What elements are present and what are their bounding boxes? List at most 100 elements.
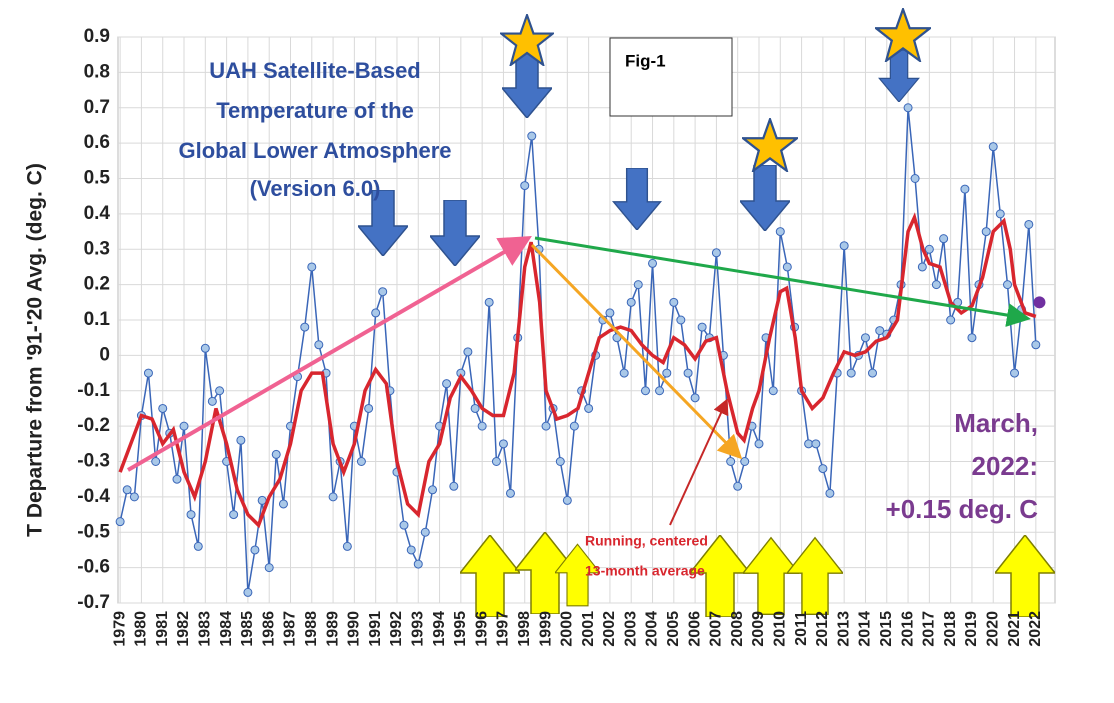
x-tick-label: 1995	[452, 611, 469, 647]
data-point	[342, 541, 352, 551]
x-tick-label: 2021	[1006, 611, 1023, 647]
x-tick-label: 2005	[665, 611, 682, 647]
title-line: UAH Satellite-Based	[209, 58, 421, 83]
x-tick-label: 1985	[239, 611, 256, 647]
trend-arrow	[530, 243, 743, 460]
y-tick-label: 0.1	[84, 309, 111, 330]
data-point	[988, 142, 998, 152]
x-tick-label: 1992	[388, 611, 405, 647]
data-point	[463, 347, 473, 357]
data-point	[186, 510, 196, 520]
data-point	[676, 315, 686, 325]
data-point	[697, 322, 707, 332]
x-tick-label: 2013	[835, 611, 852, 647]
x-tick-label: 1998	[516, 611, 533, 647]
x-tick-label: 1996	[473, 611, 490, 647]
data-point	[179, 421, 189, 431]
data-point	[562, 495, 572, 505]
data-point	[924, 244, 934, 254]
x-tick-label: 1997	[495, 611, 512, 647]
y-tick-label: 0	[99, 344, 110, 365]
x-tick-label: 1979	[111, 611, 128, 647]
y-tick-label: -0.4	[77, 486, 110, 507]
data-point	[690, 393, 700, 403]
annotation-line: March,	[954, 408, 1038, 438]
x-tick-label: 2018	[942, 611, 959, 647]
data-point	[207, 396, 217, 406]
x-tick-label: 2008	[729, 611, 746, 647]
x-tick-label: 2022	[1027, 611, 1044, 647]
trend-arrow	[534, 236, 1031, 327]
y-tick-label: -0.3	[77, 451, 110, 472]
data-point	[846, 368, 856, 378]
data-point	[555, 457, 565, 466]
title-block: UAH Satellite-Based Temperature of the G…	[178, 58, 451, 201]
y-tick-label: 0.7	[84, 97, 110, 118]
x-tick-label: 2000	[559, 611, 576, 647]
data-point	[917, 262, 927, 272]
data-point	[967, 333, 977, 343]
data-point	[215, 386, 225, 396]
x-tick-label: 1990	[346, 611, 363, 647]
x-tick-label: 2007	[708, 611, 725, 647]
data-point	[946, 315, 956, 325]
data-point	[328, 492, 338, 502]
x-tick-label: 2001	[580, 611, 597, 647]
data-point	[605, 308, 615, 318]
data-point	[200, 343, 210, 353]
data-point	[122, 485, 132, 495]
data-point	[939, 234, 949, 244]
data-point	[520, 181, 530, 191]
title-line: Temperature of the	[216, 98, 414, 123]
data-point	[1024, 219, 1034, 229]
y-tick-label: -0.1	[77, 380, 110, 401]
data-point	[981, 227, 991, 237]
x-tick-label: 2003	[622, 611, 639, 647]
data-point	[378, 287, 388, 297]
data-point	[498, 439, 508, 449]
figure-label-box	[609, 37, 733, 117]
y-tick-label: -0.2	[77, 415, 110, 436]
y-tick-label: 0.8	[84, 61, 110, 82]
data-point	[655, 386, 665, 396]
data-point	[307, 262, 317, 272]
y-tick-label: -0.5	[77, 521, 110, 542]
data-point	[264, 563, 274, 573]
x-tick-label: 2015	[878, 611, 895, 647]
data-point	[129, 492, 139, 502]
data-point	[711, 248, 721, 258]
data-point	[541, 421, 551, 431]
data-point	[768, 386, 778, 396]
data-point	[669, 297, 679, 307]
y-tick-label: -0.7	[77, 592, 110, 613]
data-point	[151, 457, 161, 466]
data-point	[811, 439, 821, 449]
data-point	[236, 435, 246, 445]
data-point	[484, 297, 494, 307]
x-tick-label: 2002	[601, 611, 618, 647]
y-tick-label: 0.4	[84, 203, 111, 224]
x-tick-label: 2016	[899, 611, 916, 647]
y-tick-label: -0.6	[77, 557, 110, 578]
data-point	[1003, 280, 1013, 290]
series-line	[118, 212, 1037, 529]
data-point	[1010, 368, 1020, 378]
data-point	[158, 403, 168, 413]
x-tick-label: 2012	[814, 611, 831, 647]
data-point	[364, 403, 374, 413]
data-point	[406, 545, 416, 555]
data-point	[875, 326, 885, 336]
x-tick-label: 1999	[537, 611, 554, 647]
data-point	[995, 209, 1005, 219]
data-point	[648, 258, 658, 268]
data-point	[1031, 340, 1041, 350]
x-tick-label: 1980	[133, 611, 150, 647]
data-point	[910, 174, 920, 183]
running-label: 13-month average	[585, 563, 705, 579]
pointer-arrow	[669, 398, 729, 526]
running-label: Running, centered	[585, 533, 708, 549]
data-point	[143, 368, 153, 378]
x-tick-label: 1982	[175, 611, 192, 647]
data-point	[683, 368, 693, 378]
data-point	[271, 449, 281, 459]
